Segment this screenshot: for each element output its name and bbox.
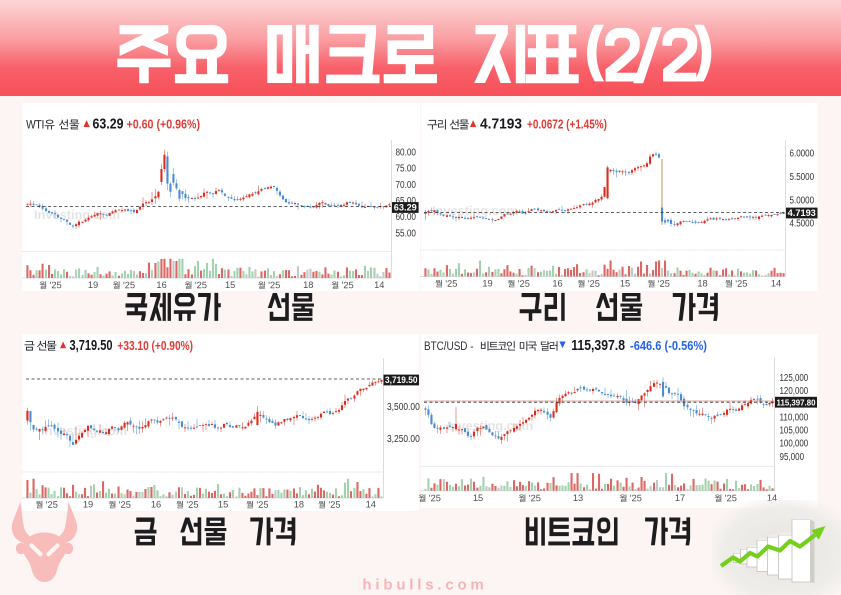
- svg-text:115,397.80: 115,397.80: [777, 397, 816, 407]
- svg-text:95,000: 95,000: [780, 452, 805, 463]
- svg-text:+0.0672 (+1.45%): +0.0672 (+1.45%): [527, 117, 607, 132]
- svg-text:75.00: 75.00: [396, 164, 417, 175]
- svg-text:60.00: 60.00: [396, 212, 417, 223]
- svg-text:19: 19: [482, 279, 492, 289]
- svg-text:+0.60 (+0.96%): +0.60 (+0.96%): [127, 117, 201, 132]
- svg-text:18: 18: [697, 279, 707, 289]
- svg-text:15: 15: [225, 280, 235, 290]
- svg-text:3,500.00: 3,500.00: [387, 402, 420, 413]
- svg-text:15: 15: [473, 493, 483, 503]
- svg-text:65.00: 65.00: [396, 196, 417, 207]
- svg-text:14: 14: [767, 493, 777, 503]
- svg-text:3,719.50: 3,719.50: [70, 337, 113, 354]
- svg-text:105,000: 105,000: [780, 425, 809, 436]
- svg-text:63.29: 63.29: [394, 203, 417, 213]
- svg-text:14: 14: [366, 500, 376, 510]
- svg-text:5.0000: 5.0000: [790, 195, 815, 206]
- svg-text:17: 17: [675, 493, 685, 503]
- svg-text:4.7193: 4.7193: [788, 208, 816, 218]
- svg-text:16: 16: [552, 279, 562, 289]
- svg-text:4.5000: 4.5000: [790, 219, 815, 230]
- svg-text:120,000: 120,000: [780, 386, 809, 397]
- svg-text:19: 19: [83, 500, 93, 510]
- svg-text:hibulls.com: hibulls.com: [362, 577, 487, 594]
- svg-text:4.7193: 4.7193: [480, 116, 522, 133]
- svg-text:-646.6 (-0.56%): -646.6 (-0.56%): [630, 338, 707, 353]
- svg-text:16: 16: [156, 280, 166, 290]
- svg-text:14: 14: [374, 280, 384, 290]
- svg-text:63.29: 63.29: [93, 116, 124, 133]
- svg-text:3,719.50: 3,719.50: [385, 375, 418, 385]
- svg-text:80.00: 80.00: [396, 147, 417, 158]
- svg-text:125,000: 125,000: [780, 373, 809, 384]
- svg-text:16: 16: [151, 500, 161, 510]
- svg-text:19: 19: [88, 280, 98, 290]
- svg-text:115,397.8: 115,397.8: [571, 337, 625, 354]
- svg-text:15: 15: [218, 500, 228, 510]
- svg-text:14: 14: [771, 279, 781, 289]
- svg-text:18: 18: [294, 500, 304, 510]
- svg-text:100,000: 100,000: [780, 439, 809, 450]
- svg-text:70.00: 70.00: [396, 180, 417, 191]
- svg-text:13: 13: [573, 493, 583, 503]
- svg-text:+33.10 (+0.90%): +33.10 (+0.90%): [117, 338, 193, 353]
- svg-text:55.00: 55.00: [396, 228, 417, 239]
- svg-text:18: 18: [303, 280, 313, 290]
- svg-text:3,250.00: 3,250.00: [387, 434, 420, 445]
- svg-text:15: 15: [620, 279, 630, 289]
- svg-text:BTC/USD -: BTC/USD -: [424, 339, 474, 353]
- svg-text:6.0000: 6.0000: [790, 149, 815, 160]
- svg-text:5.5000: 5.5000: [790, 172, 815, 183]
- svg-text:110,000: 110,000: [780, 412, 809, 423]
